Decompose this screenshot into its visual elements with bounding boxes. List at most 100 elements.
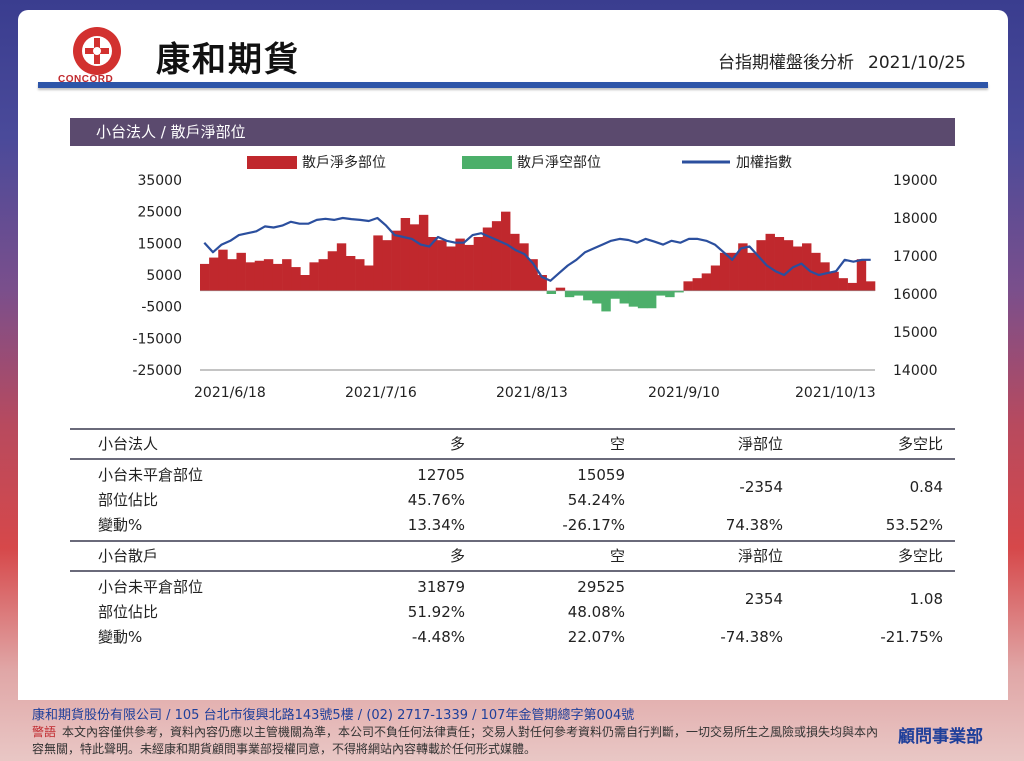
- net-long-bar: [272, 263, 283, 291]
- right-axis-tick: 14000: [893, 363, 938, 379]
- net-long-bar: [555, 287, 566, 291]
- header-divider: [38, 82, 988, 88]
- net-short-bar: [573, 290, 584, 296]
- cell-long: 45.76%: [407, 491, 465, 509]
- concord-emblem-icon: [73, 27, 121, 75]
- table-header-row: 小台法人 多 空 淨部位 多空比: [70, 432, 955, 456]
- net-long-bar: [692, 278, 702, 291]
- cell-net: -74.38%: [720, 628, 783, 646]
- cell-net: -2354: [739, 478, 783, 496]
- legend-label-net-short: 散戶淨空部位: [517, 155, 601, 171]
- row-label: 小台未平倉部位: [98, 578, 204, 596]
- net-long-bar: [318, 259, 329, 291]
- net-long-bar: [300, 275, 310, 291]
- col-short: 空: [609, 435, 625, 453]
- left-axis-tick: -5000: [141, 300, 182, 316]
- cell-ratio: 53.52%: [885, 516, 943, 534]
- table-row-merged: 2354 1.08: [70, 587, 955, 611]
- left-axis-tick: 5000: [146, 268, 182, 284]
- col-net: 淨部位: [737, 435, 783, 453]
- net-long-bar: [856, 259, 867, 291]
- table-row: 部位佔比 45.76% 54.24%: [70, 488, 955, 512]
- col-short: 空: [609, 547, 625, 565]
- net-short-bar: [665, 290, 675, 298]
- net-long-bar: [309, 262, 319, 291]
- x-axis-tick: 2021/8/13: [496, 385, 568, 401]
- cell-short: -26.17%: [562, 516, 625, 534]
- net-long-bar: [729, 252, 739, 291]
- right-axis-tick: 15000: [893, 325, 938, 341]
- net-long-bar: [683, 281, 693, 291]
- right-axis-tick: 19000: [893, 173, 938, 189]
- net-long-bar: [528, 259, 538, 291]
- net-long-bar: [437, 240, 447, 291]
- net-short-bar: [546, 290, 557, 294]
- report-date: 2021/10/25: [868, 53, 966, 73]
- net-short-bar: [619, 290, 630, 304]
- net-short-bar: [674, 290, 684, 293]
- left-axis-tick: 35000: [137, 173, 182, 189]
- x-axis-tick: 2021/6/18: [194, 385, 266, 401]
- row-label: 部位佔比: [98, 603, 159, 621]
- net-long-bar: [792, 246, 803, 291]
- col-ratio: 多空比: [897, 547, 943, 565]
- legend-swatch-net-long: [247, 156, 297, 169]
- cell-short: 48.08%: [567, 603, 625, 621]
- net-long-bar: [428, 237, 438, 291]
- cell-short: 15059: [577, 466, 625, 484]
- net-long-bar: [473, 237, 484, 291]
- net-long-bar: [209, 257, 219, 291]
- col-ratio: 多空比: [897, 435, 943, 453]
- table-row: 小台未平倉部位 31879 29525: [70, 575, 955, 599]
- net-long-bar: [418, 214, 429, 291]
- position-chart: 散戶淨多部位 散戶淨空部位 加權指數 35000 25000 15000 5000 -5…: [132, 154, 937, 401]
- net-long-bar: [409, 224, 420, 291]
- net-long-bar: [491, 221, 502, 291]
- chart-legend: 散戶淨多部位 散戶淨空部位 加權指數: [247, 154, 792, 171]
- cell-net: 74.38%: [725, 516, 783, 534]
- table-row: 部位佔比 51.92% 48.08%: [70, 600, 955, 624]
- net-short-bar: [592, 290, 602, 304]
- net-long-bar: [391, 230, 401, 291]
- net-long-bar: [710, 265, 721, 291]
- net-short-bar: [601, 290, 611, 312]
- net-long-bar: [820, 262, 830, 291]
- row-label: 變動%: [98, 628, 143, 646]
- department-name: 顧問事業部: [898, 727, 983, 747]
- index-series-line: [203, 216, 871, 282]
- disclaimer-label: 警語: [32, 725, 57, 739]
- cell-long: 51.92%: [407, 603, 465, 621]
- net-long-bar: [400, 218, 411, 291]
- net-long-bar: [291, 267, 301, 291]
- net-short-bar: [646, 290, 657, 309]
- row-label: 部位佔比: [98, 491, 159, 509]
- net-short-bar: [610, 290, 620, 299]
- x-axis-tick: 2021/7/16: [345, 385, 417, 401]
- left-axis-tick: 15000: [137, 236, 182, 252]
- net-long-bar: [282, 259, 292, 291]
- table-row: 小台未平倉部位 12705 15059: [70, 463, 955, 487]
- cell-long: 31879: [417, 578, 465, 596]
- table-top-rule: [70, 540, 955, 542]
- plot-area: 35000 25000 15000 5000 -5000 -15000 -25000 1900…: [132, 173, 937, 401]
- cell-short: 29525: [577, 578, 625, 596]
- col-net: 淨部位: [737, 547, 783, 565]
- x-axis-tick: 2021/9/10: [648, 385, 720, 401]
- cell-long: 12705: [417, 466, 465, 484]
- company-name-cn: 康和期貨: [156, 40, 300, 80]
- table-row: 變動% -4.48% 22.07% -74.38% -21.75%: [70, 625, 955, 649]
- net-long-bar: [838, 278, 848, 291]
- net-long-bar: [373, 235, 383, 291]
- net-long-bar: [738, 243, 748, 291]
- net-long-bar: [865, 281, 876, 291]
- net-long-bar: [783, 240, 794, 291]
- cell-ratio: -21.75%: [880, 628, 943, 646]
- net-short-bar: [628, 290, 639, 307]
- net-long-bar: [227, 259, 237, 291]
- net-long-bar: [263, 259, 274, 291]
- cell-long: 13.34%: [407, 516, 465, 534]
- left-axis-tick: -15000: [132, 331, 182, 347]
- left-axis-tick: 25000: [137, 205, 182, 221]
- cell-short: 22.07%: [567, 628, 625, 646]
- cell-long: -4.48%: [411, 628, 465, 646]
